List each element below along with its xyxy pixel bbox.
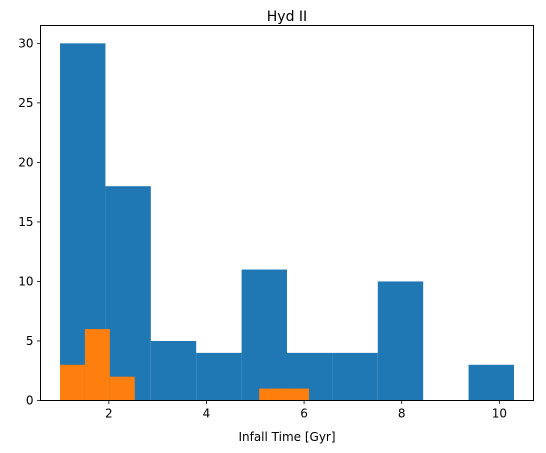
y-tick-label: 0 — [26, 394, 34, 408]
x-tick-label: 8 — [398, 407, 406, 421]
bar-series1-bin4 — [196, 352, 242, 401]
y-tick-label: 30 — [18, 36, 33, 50]
x-axis-label: Infall Time [Gyr] — [238, 430, 335, 444]
bar-series1-bin5 — [241, 269, 287, 401]
y-tick-label: 20 — [18, 155, 33, 169]
bar-series1-bin2 — [105, 186, 151, 401]
bar-series1-bin8 — [377, 281, 424, 401]
bar-series1-bin7 — [332, 352, 378, 401]
y-tick-label: 25 — [18, 96, 33, 110]
bar-series2-bin2 — [84, 329, 110, 401]
bar-series2-bin3 — [109, 376, 135, 401]
bar-series1-bin10 — [468, 364, 514, 401]
y-tick-label: 5 — [26, 334, 34, 348]
bars-layer — [60, 43, 514, 401]
chart-title: Hyd II — [267, 9, 307, 25]
x-tick-label: 10 — [492, 407, 507, 421]
bar-series2-bin5 — [284, 388, 309, 401]
bar-series2-bin4 — [259, 388, 285, 401]
ticks-layer: 2 4 6 8 10 0 5 10 15 20 25 30 — [18, 36, 507, 420]
bar-series1-bin3 — [150, 340, 197, 401]
x-tick-label: 2 — [105, 407, 113, 421]
y-tick-label: 10 — [18, 274, 33, 288]
x-tick-label: 6 — [300, 407, 308, 421]
plot-frame — [40, 25, 534, 401]
x-tick-label: 4 — [203, 407, 211, 421]
bar-series2-bin1 — [60, 364, 85, 401]
y-tick-label: 15 — [18, 215, 33, 229]
